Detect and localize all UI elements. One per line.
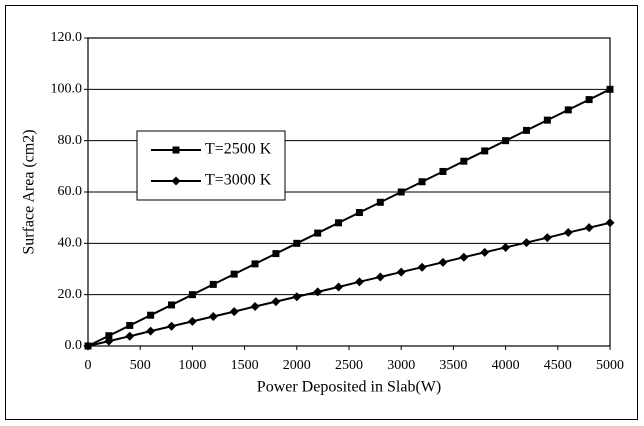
y-tick-label: 80.0 (58, 133, 83, 148)
legend-label: T=2500 K (205, 141, 272, 158)
x-tick-label: 3000 (387, 358, 415, 373)
data-point (502, 137, 510, 145)
data-point (459, 252, 469, 262)
x-axis-title: Power Deposited in Slab(W) (257, 379, 441, 396)
data-point (418, 178, 426, 186)
data-point (501, 242, 511, 252)
data-point (104, 336, 114, 346)
data-point (187, 316, 197, 326)
data-point (251, 260, 259, 268)
legend-box (136, 130, 286, 201)
data-point (355, 209, 363, 217)
y-tick-label: 0.0 (65, 338, 83, 353)
x-tick-label: 0 (85, 358, 92, 373)
data-point (563, 228, 573, 238)
legend-label: T=3000 K (205, 172, 272, 189)
data-point (334, 282, 344, 292)
data-point (564, 106, 572, 114)
data-point (126, 321, 134, 329)
data-point (188, 291, 196, 299)
data-point (584, 223, 594, 233)
data-point (314, 229, 322, 237)
data-point (250, 301, 260, 311)
x-tick-label: 1000 (178, 358, 206, 373)
x-tick-label: 2000 (283, 358, 311, 373)
x-tick-label: 4000 (492, 358, 520, 373)
data-point (521, 238, 531, 248)
x-tick-label: 1500 (231, 358, 259, 373)
data-point (376, 198, 384, 206)
data-point (396, 267, 406, 277)
data-point (335, 219, 343, 227)
data-point (460, 157, 468, 165)
legend-marker (171, 176, 181, 186)
data-point (209, 280, 217, 288)
data-point (375, 272, 385, 282)
data-point (229, 307, 239, 317)
series-line (87, 221, 611, 347)
legend-marker (172, 146, 180, 154)
data-point (83, 341, 93, 351)
y-tick-label: 120.0 (51, 30, 83, 45)
data-point (146, 326, 156, 336)
series-line (87, 88, 611, 347)
data-point (397, 188, 405, 196)
chart-border (5, 5, 638, 420)
data-point (480, 247, 490, 257)
data-point (272, 250, 280, 258)
data-point (605, 218, 615, 228)
y-tick-label: 20.0 (58, 287, 83, 302)
y-tick-label: 40.0 (58, 236, 83, 251)
x-tick-label: 4500 (544, 358, 572, 373)
data-point (230, 270, 238, 278)
data-point (168, 301, 176, 309)
x-tick-label: 2500 (335, 358, 363, 373)
data-point (543, 116, 551, 124)
data-point (542, 233, 552, 243)
y-axis-title: Surface Area (cm2) (21, 129, 38, 254)
plot-area (87, 37, 611, 347)
data-point (313, 287, 323, 297)
data-point (208, 311, 218, 321)
data-point (293, 239, 301, 247)
data-point (167, 321, 177, 331)
x-tick-label: 500 (130, 358, 151, 373)
data-point (585, 96, 593, 104)
data-point (522, 126, 530, 134)
y-tick-label: 60.0 (58, 184, 83, 199)
data-point (125, 331, 135, 341)
data-point (354, 277, 364, 287)
data-point (606, 85, 614, 93)
data-point (481, 147, 489, 155)
data-point (105, 332, 113, 340)
data-point (271, 297, 281, 307)
y-tick-label: 100.0 (51, 82, 83, 97)
data-point (438, 257, 448, 267)
data-point (417, 262, 427, 272)
data-point (147, 311, 155, 319)
x-tick-label: 3500 (439, 358, 467, 373)
x-tick-label: 5000 (596, 358, 624, 373)
data-point (439, 167, 447, 175)
data-point (292, 292, 302, 302)
